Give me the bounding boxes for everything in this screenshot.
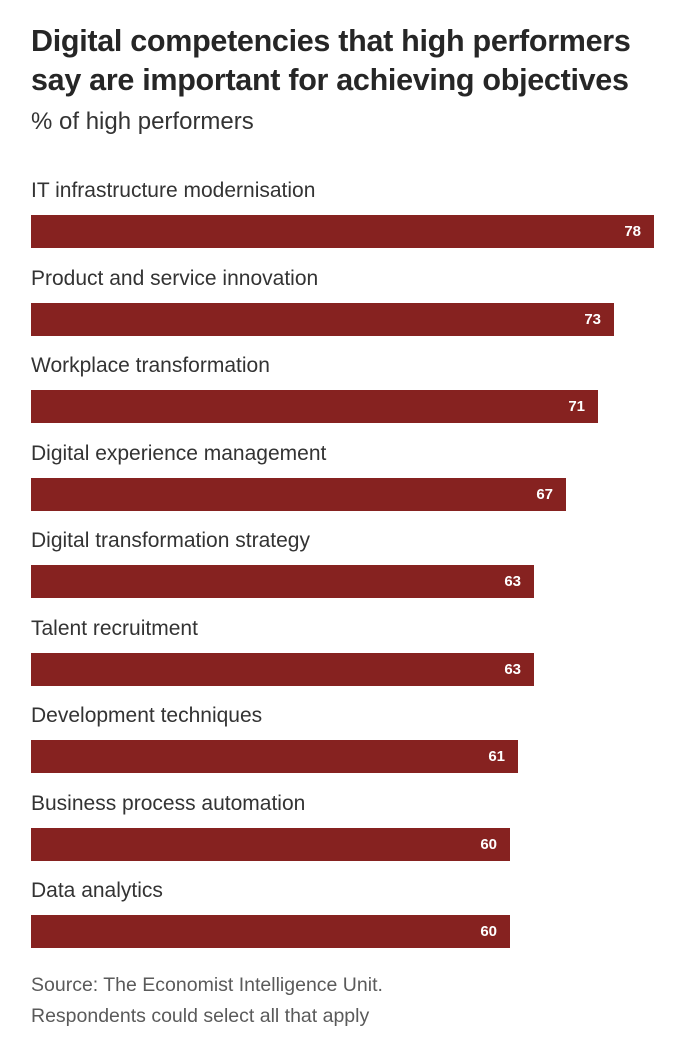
data-label: 73 xyxy=(584,311,601,328)
category-label: Digital transformation strategy xyxy=(31,529,310,552)
bar xyxy=(31,565,534,598)
bar xyxy=(31,478,566,511)
data-label: 61 xyxy=(488,748,505,765)
chart-title: Digital competencies that high performer… xyxy=(31,24,631,97)
data-label: 60 xyxy=(480,836,497,853)
data-label: 67 xyxy=(536,486,553,503)
category-label: Development techniques xyxy=(31,704,263,727)
data-label: 78 xyxy=(624,223,641,240)
bar xyxy=(31,390,598,423)
category-label: Talent recruitment xyxy=(31,616,198,640)
category-label: Workplace transformation xyxy=(31,354,270,377)
bar xyxy=(31,215,654,248)
chart-subtitle: % of high performers xyxy=(31,108,254,135)
data-label: 60 xyxy=(480,923,497,940)
bar xyxy=(31,303,614,336)
bar xyxy=(31,915,510,948)
category-label: Business process automation xyxy=(31,791,306,815)
data-label: 71 xyxy=(568,398,585,415)
bar xyxy=(31,653,534,686)
source-note: Source: The Economist Intelligence Unit.… xyxy=(31,970,383,1032)
source-disclaimer: Respondents could select all that apply xyxy=(31,1005,370,1027)
bar xyxy=(31,740,518,773)
source-line: Source: The Economist Intelligence Unit. xyxy=(31,974,383,996)
data-label: 63 xyxy=(504,573,521,590)
category-label: IT infrastructure modernisation xyxy=(31,179,316,202)
bar xyxy=(31,828,510,861)
data-label: 63 xyxy=(504,661,521,678)
category-label: Product and service innovation xyxy=(31,266,319,290)
category-label: Data analytics xyxy=(31,879,163,902)
category-label: Digital experience management xyxy=(31,441,327,465)
